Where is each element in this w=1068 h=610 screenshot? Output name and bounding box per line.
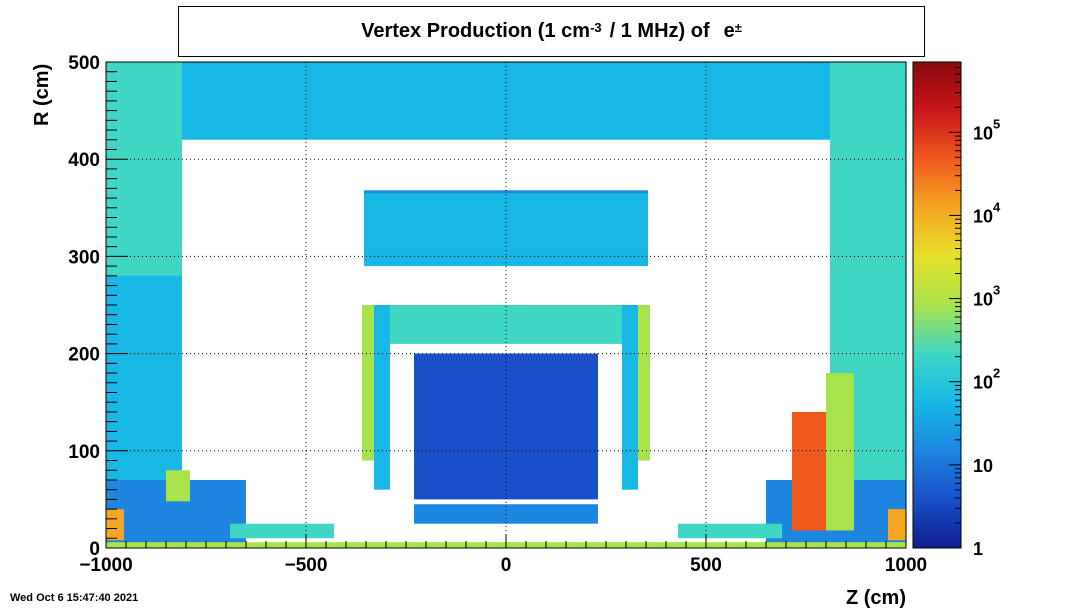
heatmap-region bbox=[362, 305, 374, 461]
y-axis-title: R (cm) bbox=[31, 64, 53, 126]
heatmap-region bbox=[414, 504, 598, 524]
colorbar-tick-exponent: 2 bbox=[993, 366, 1000, 381]
colorbar-tick-base: 10 bbox=[973, 373, 993, 393]
colorbar-tick-label: 10 bbox=[973, 456, 993, 476]
heatmap-region bbox=[414, 358, 598, 500]
heatmap-region bbox=[106, 509, 124, 541]
x-tick-label: −500 bbox=[285, 555, 328, 576]
title-particle-sup: ± bbox=[734, 20, 742, 35]
heatmap-region bbox=[230, 523, 334, 539]
chart-title: Vertex Production (1 cm -3 / 1 MHz) of e… bbox=[178, 6, 925, 57]
heatmap-region bbox=[182, 62, 830, 140]
timestamp-footer: Wed Oct 6 15:47:40 2021 bbox=[10, 592, 139, 604]
y-tick-label: 100 bbox=[68, 442, 100, 463]
colorbar bbox=[912, 61, 962, 549]
heatmap-region bbox=[364, 193, 648, 267]
x-tick-label: 0 bbox=[501, 555, 512, 576]
colorbar-tick-label: 105 bbox=[973, 116, 1000, 143]
colorbar-tick-label: 104 bbox=[973, 199, 1001, 226]
colorbar-tick-base: 10 bbox=[973, 206, 993, 226]
title-particle: e bbox=[723, 20, 735, 42]
x-axis-title: Z (cm) bbox=[846, 587, 906, 609]
colorbar-tick-base: 10 bbox=[973, 123, 993, 143]
title-exponent: -3 bbox=[590, 20, 602, 35]
colorbar-tick-base: 10 bbox=[973, 290, 993, 310]
title-main: Vertex Production (1 cm bbox=[361, 20, 591, 42]
x-tick-label: −1000 bbox=[79, 555, 132, 576]
y-axis-ticks: 0 100 200 300 400 500 bbox=[68, 53, 128, 560]
colorbar-tick-base: 10 bbox=[973, 456, 993, 476]
x-axis-ticks: −1000 −500 0 500 1000 bbox=[79, 534, 927, 576]
y-tick-label: 500 bbox=[68, 53, 100, 74]
heatmap-region bbox=[382, 305, 630, 344]
heatmap-region bbox=[622, 305, 638, 490]
heatmap-region bbox=[888, 509, 906, 541]
heatmap-region bbox=[792, 411, 826, 531]
y-tick-label: 0 bbox=[89, 539, 100, 560]
x-tick-label: 1000 bbox=[885, 555, 927, 576]
colorbar-tick-exponent: 5 bbox=[993, 116, 1000, 131]
title-mid: / 1 MHz) of bbox=[609, 20, 710, 42]
heatmap-region bbox=[374, 305, 390, 490]
y-tick-label: 400 bbox=[68, 150, 100, 171]
colorbar-tick-exponent: 3 bbox=[993, 283, 1000, 298]
grid-lines bbox=[106, 62, 906, 548]
colorbar-tick-label: 103 bbox=[973, 283, 1000, 310]
colorbar-tick-label: 102 bbox=[973, 366, 1000, 393]
colorbar-tick-base: 1 bbox=[973, 539, 983, 559]
heatmap-region bbox=[826, 373, 854, 531]
colorbar-tick-label: 1 bbox=[973, 539, 983, 559]
colorbar-tick-exponent: 4 bbox=[993, 199, 1001, 214]
y-tick-label: 200 bbox=[68, 345, 100, 366]
heatmap-region bbox=[414, 353, 598, 359]
x-tick-label: 500 bbox=[690, 555, 722, 576]
y-tick-label: 300 bbox=[68, 247, 100, 268]
heatmap-region bbox=[638, 305, 650, 461]
heatmap-region bbox=[166, 470, 190, 502]
heatmap-region bbox=[678, 523, 782, 539]
